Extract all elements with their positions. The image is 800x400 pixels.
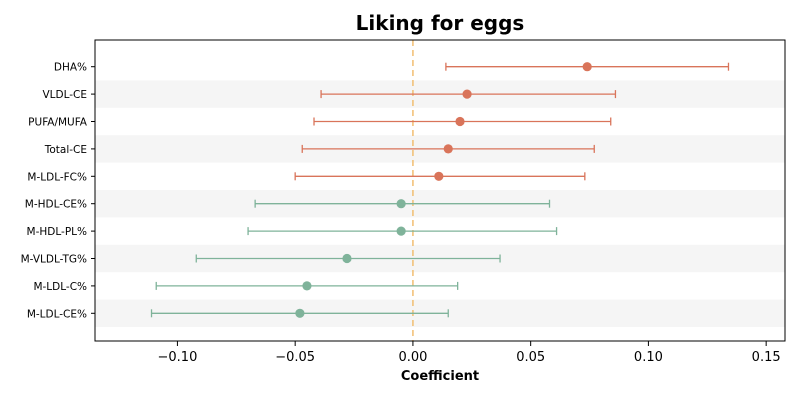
x-tick-label: −0.10 bbox=[158, 350, 198, 365]
y-tick-label: DHA% bbox=[54, 62, 87, 74]
y-tick-label: M-LDL-C% bbox=[33, 281, 87, 293]
estimate-row bbox=[301, 144, 595, 154]
estimate-row bbox=[313, 116, 612, 127]
estimate-row bbox=[150, 308, 449, 318]
estimate-row bbox=[254, 199, 551, 209]
estimate-point bbox=[434, 171, 444, 181]
x-tick-label: −0.05 bbox=[275, 350, 315, 365]
y-tick-label: VLDL-CE bbox=[42, 89, 87, 101]
x-axis-label: Coefficient bbox=[401, 369, 479, 384]
y-axis: DHA% VLDL-CE PUFA/MUFA Total-CE M-LDL-FC% M-H… bbox=[21, 62, 95, 320]
estimate-point bbox=[582, 62, 592, 72]
estimate-point bbox=[455, 116, 465, 127]
plot-frame bbox=[94, 39, 786, 342]
estimate-point bbox=[396, 199, 406, 209]
x-tick-label: 0.00 bbox=[398, 350, 427, 365]
estimate-row bbox=[320, 89, 617, 99]
estimate-point bbox=[396, 226, 406, 236]
x-tick-label: 0.10 bbox=[634, 350, 663, 365]
estimate-row bbox=[294, 171, 586, 181]
x-tick-label: 0.05 bbox=[516, 350, 545, 365]
estimate-point bbox=[443, 144, 453, 154]
estimate-point bbox=[342, 253, 352, 264]
x-tick-label: 0.15 bbox=[752, 350, 781, 365]
y-tick-label: M-HDL-CE% bbox=[25, 199, 87, 211]
estimate-row bbox=[195, 253, 501, 264]
y-tick-label: Total-CE bbox=[44, 144, 87, 156]
estimate-point bbox=[302, 281, 312, 291]
estimate-row bbox=[247, 226, 558, 236]
estimate-point bbox=[295, 308, 305, 318]
y-tick-label: M-HDL-PL% bbox=[27, 226, 87, 238]
estimate-row bbox=[445, 62, 730, 72]
estimate-marks bbox=[150, 62, 730, 318]
y-tick-label: PUFA/MUFA bbox=[28, 117, 88, 129]
estimate-point bbox=[462, 89, 472, 99]
estimate-row bbox=[155, 281, 459, 291]
y-tick-label: M-LDL-FC% bbox=[27, 171, 87, 183]
y-tick-label: M-LDL-CE% bbox=[27, 308, 87, 320]
chart-title: Liking for eggs bbox=[356, 11, 525, 35]
y-tick-label: M-VLDL-TG% bbox=[21, 254, 87, 266]
x-axis: −0.10 −0.05 0.00 0.05 0.10 0.15 bbox=[158, 341, 781, 365]
